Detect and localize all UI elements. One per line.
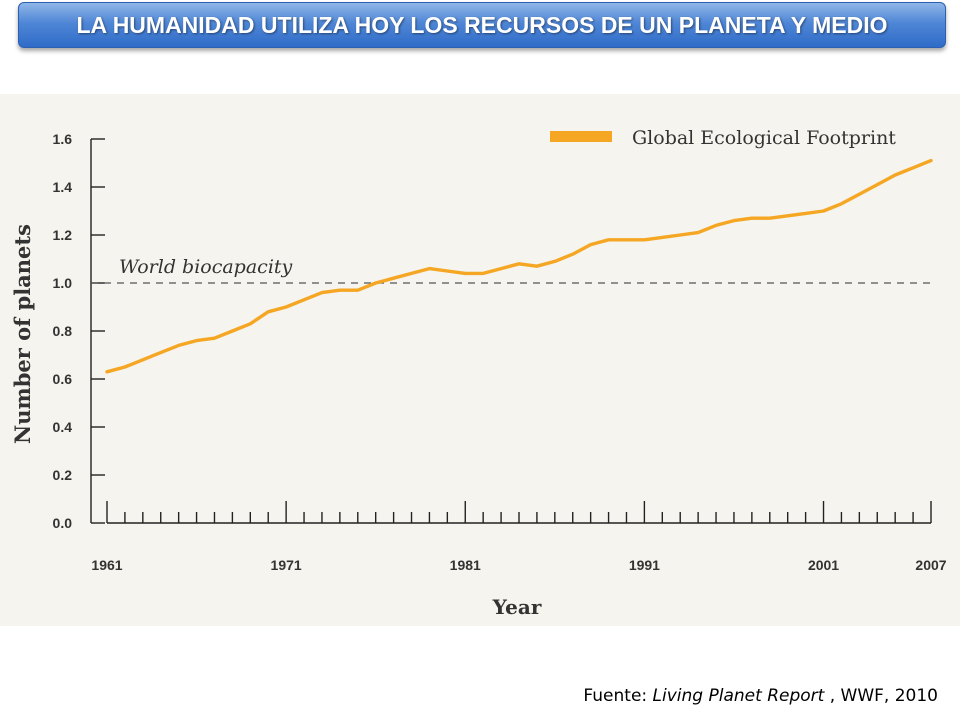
biocapacity-label: World biocapacity xyxy=(119,256,293,278)
page-title: LA HUMANIDAD UTILIZA HOY LOS RECURSOS DE… xyxy=(76,11,888,38)
y-tick-label: 1.6 xyxy=(53,131,73,147)
x-tick-label: 2007 xyxy=(915,557,946,573)
footprint-series-line xyxy=(105,158,933,374)
series-group xyxy=(105,158,933,374)
x-tick-label: 1971 xyxy=(271,557,302,573)
y-tick-label: 0.2 xyxy=(53,467,73,483)
y-tick-label: 0.0 xyxy=(53,515,73,531)
y-tick-label: 0.8 xyxy=(53,323,73,339)
source-prefix: Fuente: xyxy=(583,686,653,706)
x-tick-label: 1991 xyxy=(629,557,660,573)
x-tick-label: 2001 xyxy=(808,557,839,573)
y-tick-label: 1.4 xyxy=(53,179,73,195)
legend: Global Ecological Footprint xyxy=(550,127,896,149)
source-suffix: , WWF, 2010 xyxy=(824,686,938,706)
footprint-chart: 0.0 0.2 0.4 0.6 0.8 1.0 1.2 1.4 1.6 1961 1971 1981… xyxy=(10,127,947,619)
source-report: Living Planet Report xyxy=(652,686,825,706)
y-tick-label: 1.0 xyxy=(53,275,73,291)
y-tick-label: 0.6 xyxy=(53,371,73,387)
source-citation: Fuente: Living Planet Report , WWF, 2010 xyxy=(583,686,938,706)
legend-label: Global Ecological Footprint xyxy=(632,127,896,149)
biocapacity-reference: World biocapacity xyxy=(91,256,931,284)
y-tick-label: 0.4 xyxy=(53,419,73,435)
x-axis: 1961 1971 1981 1991 2001 2007 xyxy=(91,501,947,573)
y-axis: 0.0 0.2 0.4 0.6 0.8 1.0 1.2 1.4 1.6 xyxy=(53,131,105,531)
x-axis-label: Year xyxy=(492,595,542,619)
y-tick-label: 1.2 xyxy=(53,227,73,243)
y-axis-label: Number of planets xyxy=(10,224,35,444)
x-tick-label: 1961 xyxy=(91,557,122,573)
title-banner: LA HUMANIDAD UTILIZA HOY LOS RECURSOS DE… xyxy=(18,2,946,48)
chart-panel: 0.0 0.2 0.4 0.6 0.8 1.0 1.2 1.4 1.6 1961 1971 1981… xyxy=(0,94,960,626)
x-tick-label: 1981 xyxy=(450,557,481,573)
legend-swatch xyxy=(550,131,612,142)
